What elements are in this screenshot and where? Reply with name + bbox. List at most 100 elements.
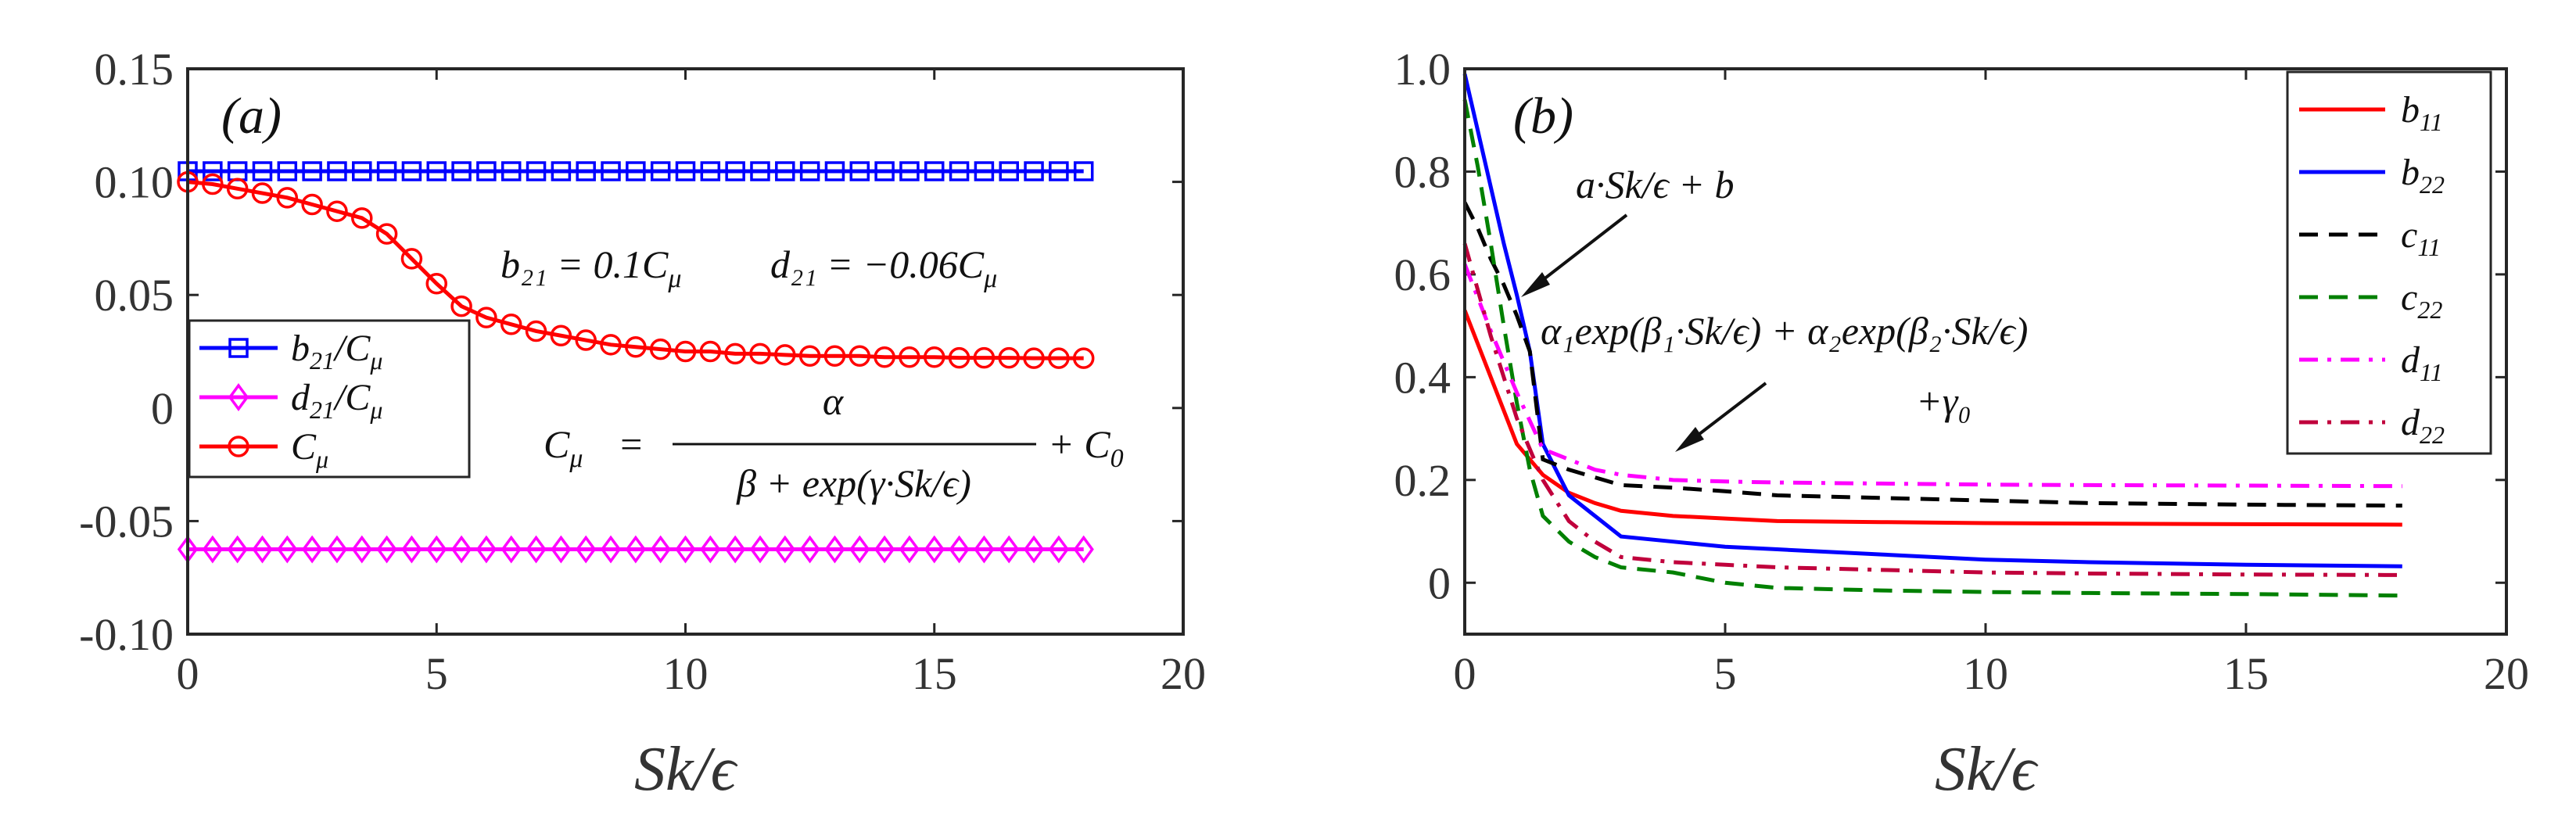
panel-a-series-1-point bbox=[600, 535, 622, 564]
panel-a-series-2-point bbox=[774, 344, 796, 366]
panel-b-y-tick-label: 1.0 bbox=[1394, 44, 1451, 95]
panel-b-x-tick-label: 20 bbox=[2484, 648, 2529, 699]
panel-a-series-2-point bbox=[1072, 347, 1095, 369]
panel-b-x-tick-label: 10 bbox=[1963, 648, 2008, 699]
panel-a-legend-marker bbox=[228, 436, 249, 457]
panel-a-series-1-point bbox=[1073, 535, 1094, 564]
panel-b-y-tick-label: 0 bbox=[1428, 558, 1451, 608]
panel-a-series-1-point bbox=[949, 535, 970, 564]
panel-a-series-2-point bbox=[749, 342, 771, 365]
panel-b-x-axis-label: Sk/ϵ bbox=[1935, 735, 2039, 804]
panel-a-series-1-point bbox=[475, 535, 497, 564]
svg-text:=: = bbox=[618, 422, 644, 466]
panel-a-series-2-point bbox=[475, 307, 497, 328]
panel-a-series-1-point bbox=[899, 535, 920, 564]
panel-a-series-2-point bbox=[973, 346, 996, 369]
panel-a-series-0-point bbox=[601, 161, 621, 181]
panel-a-series-1-point bbox=[326, 535, 348, 564]
panel-a-y-tick-label: 0.15 bbox=[95, 44, 174, 95]
panel-a-series-0-point bbox=[675, 161, 696, 181]
panel-b-ticks: 0 5 10 15 20 0 0.2 0.4 0.6 0.8 1.0 bbox=[1394, 44, 2530, 699]
panel-a-series-2-point bbox=[301, 193, 323, 216]
panel-a-series-1-point bbox=[351, 535, 372, 564]
svg-text:b₂₁ = 0.1Cμ: b₂₁ = 0.1Cμ bbox=[500, 242, 681, 293]
panel-a-series-0-point bbox=[1073, 161, 1094, 181]
panel-a-label: (a) bbox=[221, 88, 282, 145]
panel-a-series-2-point bbox=[276, 187, 299, 209]
panel-b-legend-label: c22 bbox=[2401, 277, 2442, 324]
panel-a-series-0-point bbox=[277, 161, 298, 181]
panel-a-series-0-point bbox=[824, 161, 845, 181]
panel-a-series-2-point bbox=[948, 346, 970, 369]
panel-a-series-2-point bbox=[226, 177, 249, 200]
panel-a-series-0-point bbox=[750, 161, 770, 181]
panel-a-series-0-point bbox=[949, 161, 970, 181]
panel-a-series-0-point bbox=[551, 161, 572, 181]
panel-a-series-1-point bbox=[551, 535, 572, 564]
panel-a-legend-label: d21/Cμ bbox=[291, 377, 382, 424]
panel-a-series-1-point bbox=[625, 535, 647, 564]
panel-b-y-tick-label: 0.6 bbox=[1394, 249, 1451, 300]
panel-a-series-0-point bbox=[700, 161, 721, 181]
panel-b-legend: b11 b22 c11 c22 d11 d22 bbox=[2286, 70, 2492, 455]
panel-a-series-2-point bbox=[798, 345, 821, 368]
panel-b-series-line-d22 bbox=[1462, 242, 2402, 577]
panel-a-series-0-point bbox=[1024, 161, 1044, 181]
panel-a-series-0-point bbox=[526, 161, 547, 181]
panel-a-series-2-point bbox=[251, 182, 274, 204]
panel-a-y-tick-label: 0.05 bbox=[95, 270, 174, 321]
panel-b-x-tick-label: 0 bbox=[1454, 648, 1476, 699]
panel-a-series-1-point bbox=[650, 535, 671, 564]
panel-b-series-line-b22 bbox=[1462, 74, 2402, 568]
panel-b-legend-label: d11 bbox=[2401, 339, 2443, 386]
panel-b-legend-label: b11 bbox=[2401, 89, 2443, 136]
panel-a-series-1-point bbox=[1023, 535, 1045, 564]
panel-a-series-1-point bbox=[500, 535, 522, 564]
panel-a-series-0-point bbox=[327, 161, 347, 181]
panel-b-x-tick-label: 15 bbox=[2223, 648, 2269, 699]
panel-a-series-2-point bbox=[575, 329, 597, 351]
panel-a-series-2-point bbox=[351, 207, 373, 229]
panel-a-series-0-point bbox=[974, 161, 995, 181]
panel-a-series-2-point bbox=[500, 314, 522, 335]
panel-a-series-2-point bbox=[1023, 347, 1045, 369]
panel-a-legend-marker bbox=[228, 383, 249, 411]
panel-b-y-tick-label: 0.2 bbox=[1394, 455, 1451, 506]
panel-a-series-1-point bbox=[974, 535, 995, 564]
panel-b-legend-label: d22 bbox=[2401, 402, 2445, 449]
panel-a-series-1-point bbox=[874, 535, 895, 564]
panel-a-series-0-point bbox=[203, 161, 223, 181]
panel-a-series-0-point bbox=[500, 161, 522, 181]
panel-a-series-0-point bbox=[252, 161, 273, 181]
panel-a-series-0-point bbox=[924, 161, 945, 181]
panel-a-series-0-point bbox=[899, 161, 920, 181]
panel-b-legend-label: b22 bbox=[2401, 152, 2445, 199]
panel-a-series-2-point bbox=[550, 324, 572, 347]
panel-a-series-2-point bbox=[202, 173, 224, 195]
svg-text:β + exp(γ·Sk/ϵ): β + exp(γ·Sk/ϵ) bbox=[736, 461, 971, 505]
panel-a-series-1-point bbox=[700, 535, 721, 564]
panel-a-series-2-point bbox=[400, 248, 423, 270]
panel-b-annotation-linear: a·Sk/ϵ + b bbox=[1576, 163, 1734, 206]
panel-b-annotation-exp: α₁exp(β₁·Sk/ϵ) + α₂exp(β₂·Sk/ϵ) bbox=[1541, 309, 2028, 353]
panel-a-series-1-point bbox=[526, 535, 547, 564]
panel-a-series-1-point bbox=[724, 535, 746, 564]
panel-a-series-1-point bbox=[301, 535, 323, 564]
panel-b-y-tick-label: 0.4 bbox=[1394, 352, 1451, 403]
panel-a-legend-label: Cμ bbox=[291, 426, 328, 473]
panel-a-series-2-point bbox=[874, 346, 895, 368]
panel-a-series-1-point bbox=[277, 535, 298, 564]
panel-a-series-1-point bbox=[227, 535, 248, 564]
panel-b-series-line-c11 bbox=[1462, 201, 2402, 508]
panel-a-series-0-point bbox=[849, 161, 870, 181]
panel-a-legend-marker bbox=[228, 338, 249, 358]
panel-a-series-2-point bbox=[823, 345, 846, 368]
panel-a-series-2-point bbox=[625, 335, 647, 358]
panel-a-series-0-point bbox=[302, 161, 322, 181]
panel-a-x-tick-label: 20 bbox=[1161, 648, 1206, 699]
panel-a-y-tick-label: 0.10 bbox=[95, 157, 174, 208]
panel-a-series-1-point bbox=[202, 535, 223, 564]
